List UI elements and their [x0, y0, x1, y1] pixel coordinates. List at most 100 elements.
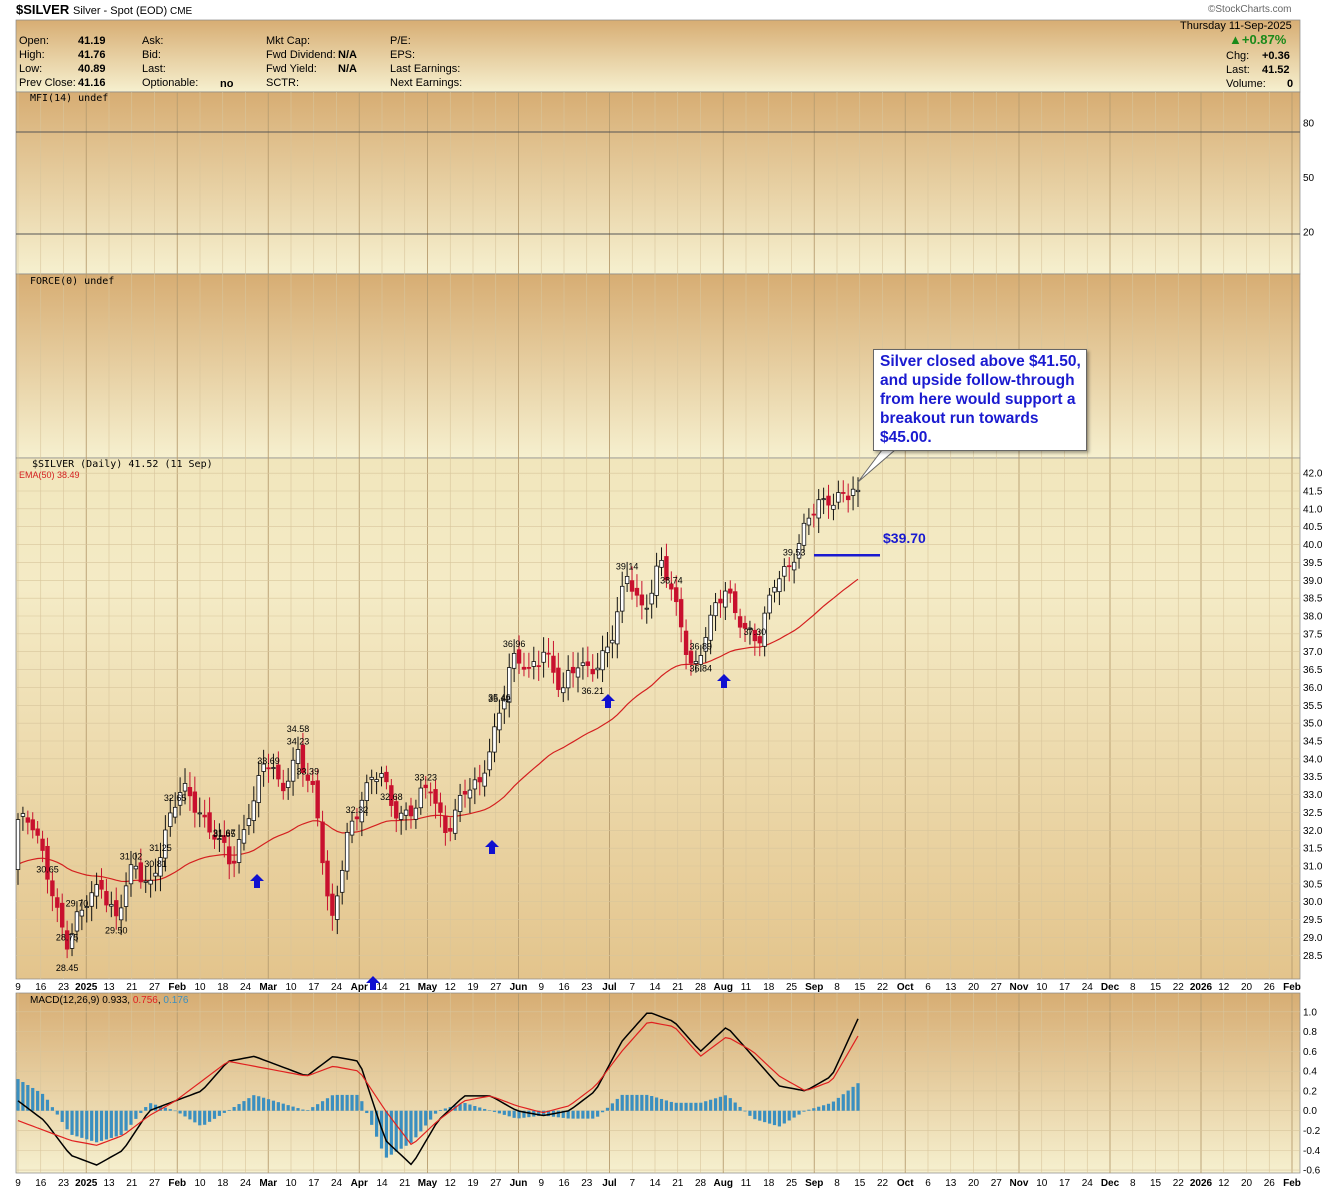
- macd-histogram-bar: [527, 1110, 531, 1118]
- macd-histogram-bar: [836, 1097, 840, 1111]
- candle-body: [806, 517, 812, 526]
- candle-body: [251, 800, 256, 821]
- macd-histogram-bar: [355, 1094, 359, 1111]
- macd-histogram-bar: [193, 1110, 197, 1123]
- macd-x-tick-label: 21: [126, 1178, 138, 1189]
- price-y-tick: 32.5: [1303, 808, 1323, 819]
- candle-body: [369, 776, 374, 780]
- exchange: CME: [170, 6, 193, 17]
- candle-body: [664, 556, 669, 581]
- price-y-tick: 31.5: [1303, 844, 1323, 855]
- macd-histogram-bar: [168, 1109, 172, 1111]
- macd-histogram-bar: [399, 1110, 403, 1149]
- candle-body: [801, 522, 807, 546]
- x-tick-label: 21: [672, 982, 684, 993]
- macd-histogram-bar: [325, 1098, 330, 1111]
- macd-histogram-bar: [807, 1109, 811, 1111]
- macd-histogram-bar: [207, 1110, 212, 1122]
- macd-y-tick: 0.4: [1303, 1067, 1317, 1078]
- high-value: 41.76: [78, 49, 106, 61]
- candle-body: [172, 806, 178, 818]
- x-tick-label: 28: [695, 982, 707, 993]
- price-label: 34.23: [287, 737, 310, 747]
- macd-histogram-bar: [419, 1110, 423, 1132]
- macd-x-tick-label: 6: [925, 1178, 931, 1189]
- candle-body: [787, 565, 792, 568]
- macd-y-tick: -0.6: [1303, 1166, 1321, 1177]
- price-y-tick: 42.0: [1303, 469, 1323, 480]
- price-label: 39.14: [616, 561, 639, 571]
- macd-histogram-bar: [542, 1110, 546, 1116]
- candle-body: [168, 812, 173, 827]
- x-tick-label: Nov: [1010, 982, 1029, 993]
- candle-body: [197, 812, 202, 815]
- macd-x-tick-label: Apr: [351, 1178, 368, 1189]
- candle-body: [561, 687, 566, 694]
- macd-histogram-bar: [320, 1101, 325, 1111]
- candle-body: [99, 880, 104, 890]
- x-tick-label: 18: [763, 982, 775, 993]
- support-arrow-icon: [250, 874, 264, 888]
- candle-body: [25, 817, 31, 823]
- macd-x-tick-label: 10: [285, 1178, 297, 1189]
- candle-body: [315, 780, 320, 819]
- macd-histogram-bar: [365, 1110, 369, 1114]
- macd-histogram-bar: [360, 1101, 364, 1111]
- macd-x-tick-label: 16: [35, 1178, 47, 1189]
- macd-x-tick-label: 13: [945, 1178, 957, 1189]
- macd-histogram-bar: [822, 1105, 826, 1111]
- candle-body: [728, 588, 733, 594]
- x-tick-label: 9: [15, 982, 21, 993]
- lastearn-label: Last Earnings:: [390, 63, 461, 75]
- fwdyield-label: Fwd Yield:: [266, 63, 317, 75]
- candle-body: [634, 587, 640, 596]
- macd-x-tick-label: Oct: [897, 1178, 914, 1189]
- candle-body: [261, 763, 266, 772]
- macd-x-tick-label: 27: [991, 1178, 1003, 1189]
- macd-x-tick-label: 19: [467, 1178, 479, 1189]
- last-label: Last:: [1226, 64, 1250, 76]
- price-label: 28.45: [56, 963, 79, 973]
- macd-x-tick-label: 21: [399, 1178, 411, 1189]
- macd-x-tick-label: 22: [877, 1178, 889, 1189]
- macd-x-tick-label: 18: [217, 1178, 229, 1189]
- candle-body: [330, 893, 335, 916]
- price-label: 36.21: [581, 686, 604, 696]
- price-y-tick: 29.0: [1303, 933, 1323, 944]
- candle-body: [742, 622, 748, 629]
- candle-body: [811, 513, 816, 516]
- x-tick-label: 12: [445, 982, 457, 993]
- x-tick-label: May: [418, 982, 438, 993]
- macd-histogram-bar: [85, 1110, 89, 1140]
- macd-histogram-bar: [247, 1098, 251, 1111]
- macd-histogram-bar: [473, 1105, 477, 1111]
- candle-body: [379, 773, 384, 778]
- sctr-label: SCTR:: [266, 77, 299, 89]
- macd-histogram-bar: [163, 1107, 167, 1111]
- macd-histogram-bar: [645, 1094, 649, 1111]
- x-tick-label: 24: [240, 982, 252, 993]
- macd-y-tick: 1.0: [1303, 1007, 1317, 1018]
- macd-x-tick-label: 8: [1130, 1178, 1136, 1189]
- candle-body: [217, 838, 222, 840]
- candle-body: [850, 488, 856, 496]
- macd-histogram-bar: [620, 1094, 624, 1111]
- x-tick-label: 9: [538, 982, 544, 993]
- macd-histogram-bar: [424, 1110, 428, 1126]
- candle-body: [413, 807, 419, 820]
- price-label: 37.30: [744, 627, 767, 637]
- price-title: $SILVER (Daily) 41.52 (11 Sep): [32, 459, 213, 470]
- macd-x-tick-label: 17: [308, 1178, 320, 1189]
- candle-body: [826, 495, 831, 506]
- macd-histogram-bar: [492, 1110, 497, 1112]
- macd-histogram-bar: [203, 1110, 207, 1125]
- macd-histogram-bar: [576, 1110, 580, 1119]
- force-panel: [15, 273, 1301, 459]
- macd-y-tick: 0.0: [1303, 1106, 1317, 1117]
- x-tick-label: 25: [786, 982, 798, 993]
- macd-histogram-bar: [851, 1086, 855, 1111]
- macd-histogram-bar: [45, 1099, 50, 1111]
- macd-histogram-bar: [104, 1110, 109, 1140]
- candle-body: [448, 828, 453, 832]
- price-y-tick: 29.5: [1303, 915, 1323, 926]
